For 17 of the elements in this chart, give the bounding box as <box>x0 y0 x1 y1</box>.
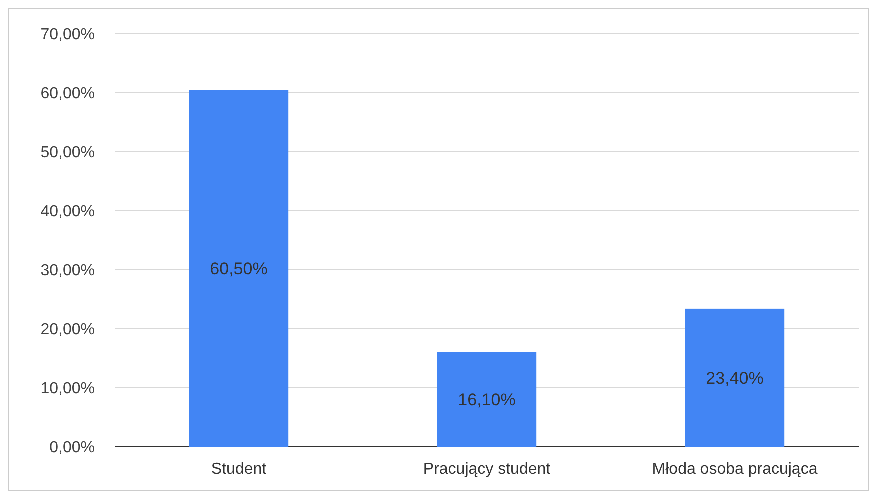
y-tick-label: 40,00% <box>40 204 95 221</box>
bar <box>437 352 537 447</box>
y-tick-label: 70,00% <box>40 26 95 44</box>
data-label: 16,10% <box>458 390 516 410</box>
y-tick-label: 50,00% <box>40 144 95 162</box>
data-label: 23,40% <box>706 368 764 388</box>
x-tick-label: Pracujący student <box>423 461 552 478</box>
y-tick-label: 0,00% <box>50 440 95 457</box>
x-tick-label: Młoda osoba pracująca <box>652 461 818 478</box>
bar <box>685 308 785 447</box>
x-tick-label: Student <box>211 461 268 478</box>
y-tick-label: 20,00% <box>40 322 95 339</box>
data-label: 60,50% <box>210 259 268 278</box>
y-tick-label: 60,00% <box>40 86 95 103</box>
bar <box>189 90 289 447</box>
y-tick-label: 30,00% <box>40 262 95 280</box>
y-tick-label: 10,00% <box>40 380 95 398</box>
